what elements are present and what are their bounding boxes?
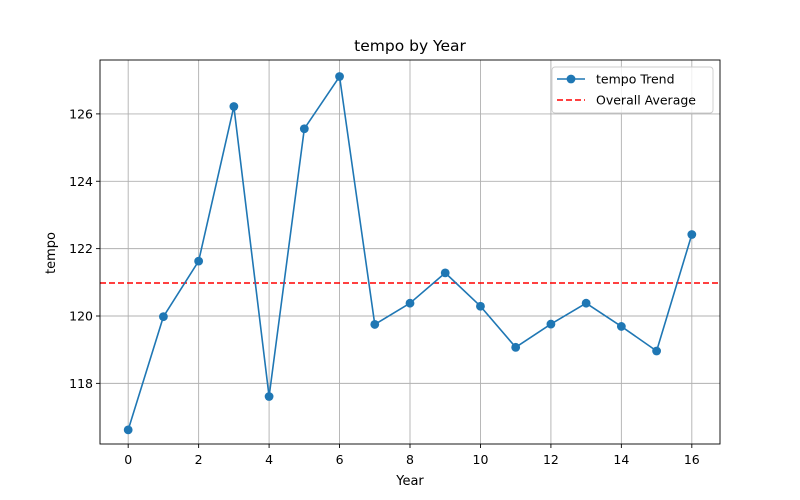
y-tick-label: 120 xyxy=(69,309,93,324)
legend-box xyxy=(551,66,714,114)
legend-marker-swatch xyxy=(566,74,576,84)
y-axis-label: tempo xyxy=(44,232,59,274)
x-tick-label: 14 xyxy=(613,452,629,467)
data-point xyxy=(264,392,274,401)
data-point xyxy=(687,230,697,239)
data-point xyxy=(299,124,309,134)
chart-title: tempo by Year xyxy=(354,37,466,55)
y-tick-label: 126 xyxy=(69,106,93,121)
x-tick-label: 4 xyxy=(265,452,273,467)
data-point xyxy=(405,298,415,308)
x-tick-label: 2 xyxy=(195,452,203,467)
data-point xyxy=(652,346,661,356)
data-point xyxy=(581,298,591,308)
data-point xyxy=(511,342,521,352)
data-point xyxy=(440,268,450,278)
data-point xyxy=(546,319,556,329)
data-point xyxy=(159,312,168,322)
legend: tempo Trend Overall Average xyxy=(551,66,714,114)
axis-ticks: 0 2 4 6 8 10 12 14 16 118 120 122 124 126 xyxy=(69,106,700,467)
data-point xyxy=(335,72,344,81)
x-tick-label: 16 xyxy=(684,452,700,467)
grid xyxy=(100,60,720,444)
data-point xyxy=(194,256,204,266)
y-tick-label: 122 xyxy=(69,241,93,256)
legend-label-series: tempo Trend xyxy=(596,72,675,87)
data-point xyxy=(229,102,239,111)
data-point xyxy=(370,320,380,329)
x-tick-label: 12 xyxy=(543,452,559,467)
x-axis-label: Year xyxy=(395,474,424,489)
y-tick-label: 124 xyxy=(69,174,93,189)
data-point xyxy=(616,322,626,331)
x-tick-label: 6 xyxy=(336,452,344,467)
data-point xyxy=(123,425,133,435)
x-tick-label: 8 xyxy=(406,452,414,467)
data-point xyxy=(476,301,485,311)
y-tick-label: 118 xyxy=(69,376,93,391)
x-tick-label: 10 xyxy=(473,452,489,467)
series-layer xyxy=(123,72,697,435)
legend-label-average: Overall Average xyxy=(596,93,696,108)
x-tick-label: 0 xyxy=(124,452,132,467)
